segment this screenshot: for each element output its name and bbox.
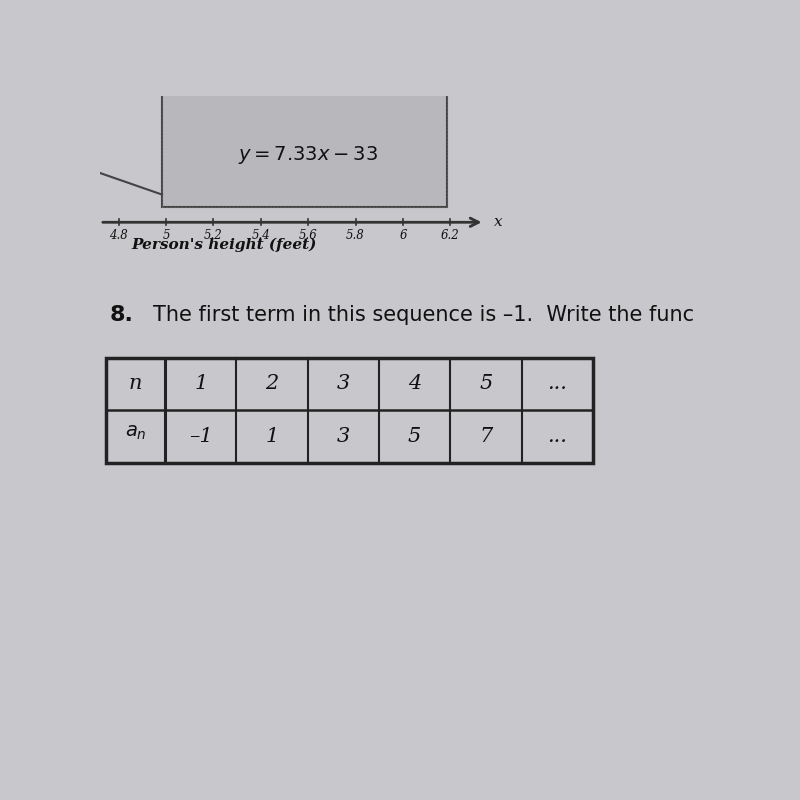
Bar	[106, 358, 593, 462]
Text: n: n	[129, 374, 142, 394]
Text: 8.: 8.	[110, 306, 133, 326]
Text: 1: 1	[194, 374, 207, 394]
Text: 6.2: 6.2	[441, 229, 460, 242]
Text: 5.4: 5.4	[251, 229, 270, 242]
Text: $y = 7.33x - 33$: $y = 7.33x - 33$	[238, 143, 378, 166]
Text: ...: ...	[547, 427, 567, 446]
Text: 6: 6	[399, 229, 406, 242]
Text: 1: 1	[266, 427, 278, 446]
Text: Person's height (feet): Person's height (feet)	[131, 238, 317, 252]
Text: $a_n$: $a_n$	[125, 423, 146, 442]
Text: 5: 5	[408, 427, 422, 446]
Bar	[162, 84, 447, 207]
Text: 4: 4	[408, 374, 422, 394]
Text: 5.6: 5.6	[298, 229, 318, 242]
Text: 3: 3	[337, 374, 350, 394]
Text: x: x	[494, 215, 502, 230]
Bar	[162, 84, 447, 207]
Text: 5.8: 5.8	[346, 229, 365, 242]
Text: 5.2: 5.2	[204, 229, 222, 242]
Text: 3: 3	[337, 427, 350, 446]
Text: 7: 7	[479, 427, 493, 446]
Text: 2: 2	[266, 374, 278, 394]
Text: 4.8: 4.8	[110, 229, 128, 242]
Text: 5: 5	[162, 229, 170, 242]
Text: The first term in this sequence is –1.  Write the func: The first term in this sequence is –1. W…	[153, 306, 694, 326]
Text: 5: 5	[479, 374, 493, 394]
Text: –1: –1	[189, 427, 213, 446]
Text: ...: ...	[547, 374, 567, 394]
